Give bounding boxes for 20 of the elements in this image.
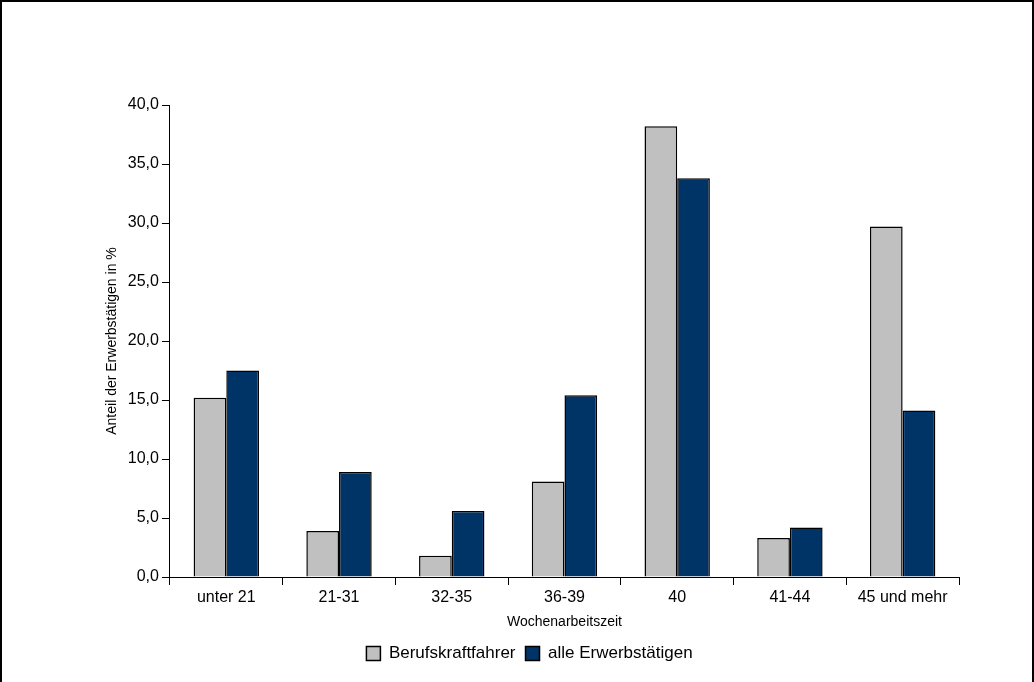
legend-label: Berufskraftfahrer <box>388 643 516 663</box>
x-tick-label: 21-31 <box>318 588 360 606</box>
x-tick-label: 36-39 <box>544 588 586 606</box>
y-tick-label: 10,0 <box>127 449 160 467</box>
y-tick-label: 5,0 <box>136 508 160 526</box>
x-tick-label: unter 21 <box>196 588 256 606</box>
legend-label: alle Erwerbstätigen <box>548 643 693 663</box>
y-tick-label: 25,0 <box>127 272 160 290</box>
x-tick-label: 40 <box>668 588 687 606</box>
y-tick-label: 20,0 <box>127 331 160 349</box>
y-tick-label: 15,0 <box>127 390 160 408</box>
x-axis-title: Wochenarbeitszeit <box>507 613 623 630</box>
x-tick-label: 45 und mehr <box>857 588 949 606</box>
y-tick-label: 30,0 <box>127 213 160 231</box>
x-tick-label: 41-44 <box>769 588 811 606</box>
y-tick-label: 35,0 <box>127 154 160 172</box>
y-tick-label: 40,0 <box>127 95 160 113</box>
y-axis-title: Anteil der Erwerbstätigen in % <box>103 247 120 435</box>
y-tick-label: 0,0 <box>136 567 160 585</box>
x-tick-label: 32-35 <box>431 588 473 606</box>
